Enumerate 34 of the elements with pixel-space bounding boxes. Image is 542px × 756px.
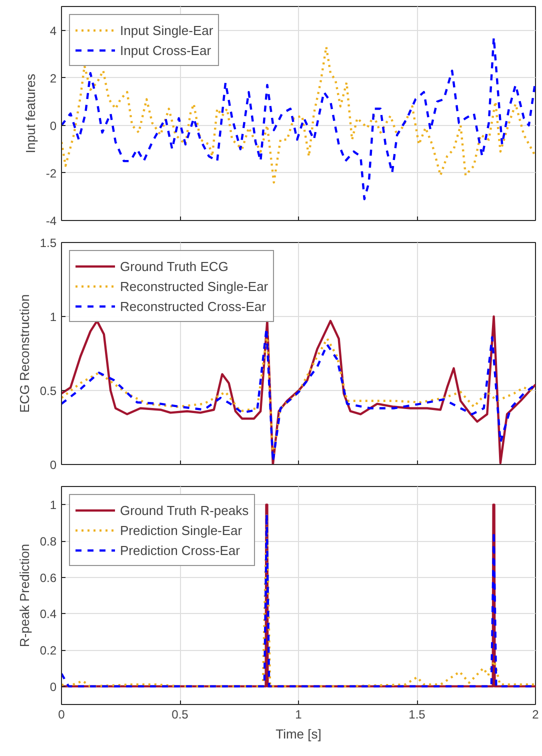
x-axis-title: Time [s]	[276, 726, 322, 742]
y-tick-label: 0.4	[40, 607, 57, 622]
y-tick-label: 2	[50, 71, 57, 86]
legend-label: Input Single-Ear	[120, 22, 214, 38]
y-tick-label: 0	[50, 680, 57, 694]
legend-label: Ground Truth ECG	[120, 258, 228, 274]
x-tick-label: 0.5	[172, 708, 189, 722]
y-tick-label: 0.5	[40, 384, 57, 398]
legend-label: Prediction Single-Ear	[120, 522, 242, 538]
legend-label: Reconstructed Single-Ear	[120, 278, 268, 294]
legend-label: Reconstructed Cross-Ear	[120, 298, 266, 314]
y-tick-label: 1	[50, 498, 57, 512]
y-tick-label: 0	[50, 458, 57, 472]
y-tick-label: 0.8	[40, 534, 57, 548]
y-tick-label: 0.2	[40, 644, 57, 658]
line-series	[62, 46, 536, 184]
y-tick-label: 0	[50, 118, 57, 133]
y-tick-label: 0.6	[40, 570, 57, 585]
y-tick-label: 4	[50, 24, 57, 38]
y-axis-title: R-peak Prediction	[16, 544, 32, 648]
x-tick-label: 2	[532, 708, 540, 722]
y-axis-title: ECG Reconstruction	[16, 294, 32, 413]
y-tick-label: -4	[46, 214, 57, 228]
y-tick-label: 1.5	[40, 236, 57, 250]
y-tick-label: 1	[50, 310, 57, 324]
x-tick-label: 1.5	[408, 708, 426, 722]
legend-label: Ground Truth R-peaks	[120, 502, 249, 518]
x-tick-label: 0	[58, 708, 66, 722]
legend-label: Prediction Cross-Ear	[120, 542, 240, 558]
legend-label: Input Cross-Ear	[120, 42, 212, 58]
y-tick-label: -2	[46, 166, 57, 180]
y-axis-title: Input features	[22, 73, 38, 154]
line-series	[62, 36, 536, 200]
x-tick-label: 1	[295, 708, 302, 722]
